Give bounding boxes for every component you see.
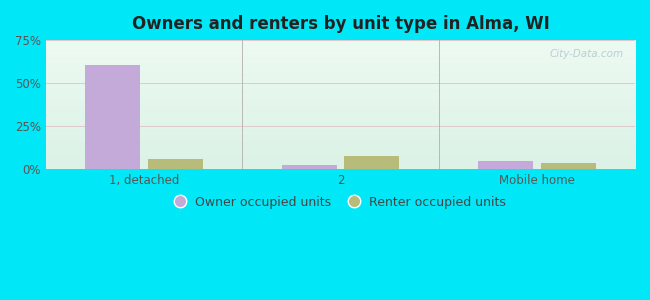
Legend: Owner occupied units, Renter occupied units: Owner occupied units, Renter occupied un… — [170, 191, 512, 214]
Bar — [344, 156, 399, 169]
Bar — [541, 163, 595, 169]
Bar — [478, 161, 533, 169]
Bar — [85, 65, 140, 169]
Title: Owners and renters by unit type in Alma, WI: Owners and renters by unit type in Alma,… — [131, 15, 549, 33]
Bar — [148, 159, 203, 169]
Text: City-Data.com: City-Data.com — [549, 49, 623, 59]
Bar — [281, 165, 337, 169]
